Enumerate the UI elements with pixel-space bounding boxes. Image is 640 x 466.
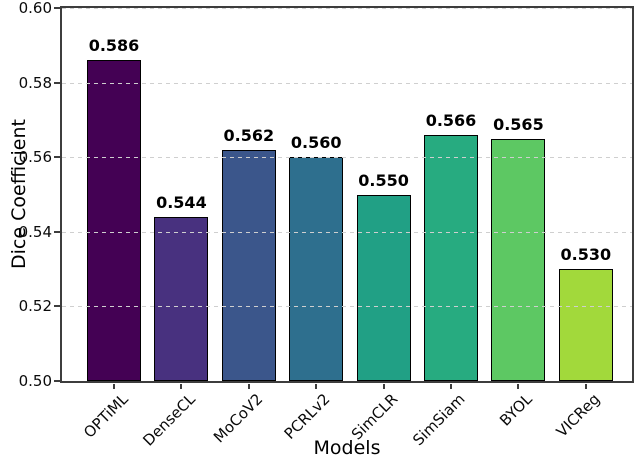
gridline	[62, 82, 632, 84]
x-tick-label: MoCoV2	[210, 390, 267, 447]
bar	[87, 60, 141, 381]
y-tick-label: 0.54	[18, 222, 52, 241]
bar	[289, 157, 344, 381]
y-tick	[54, 7, 60, 9]
bar	[356, 194, 411, 381]
x-tick-label: DenseCL	[139, 390, 200, 450]
bar	[491, 138, 546, 381]
y-tick	[54, 380, 60, 382]
x-tick	[247, 384, 250, 389]
x-tick-label: VICReg	[552, 390, 604, 441]
x-tick	[382, 384, 385, 389]
bar	[221, 149, 276, 381]
gridline	[62, 231, 632, 233]
bar-value-label: 0.562	[223, 125, 275, 145]
x-tick-label: SimCLR	[347, 390, 402, 444]
x-tick	[315, 384, 318, 389]
bar-value-label: 0.530	[560, 245, 612, 265]
gridline	[62, 8, 632, 9]
x-tick	[450, 384, 452, 389]
x-tick-label: OPTiML	[80, 390, 132, 442]
plot-area: 0.586 0.544 0.562 0.560 0.550 0.566 0.565 0.530	[60, 6, 634, 383]
bar-value-label: 0.550	[358, 170, 409, 190]
x-tick-label: PCRLv2	[281, 390, 334, 443]
bar	[558, 269, 613, 381]
bar-value-label: 0.566	[425, 110, 477, 130]
y-tick-label: 0.56	[18, 148, 52, 167]
y-tick	[54, 156, 60, 159]
x-tick	[113, 384, 115, 389]
y-tick-label: 0.50	[18, 372, 52, 390]
x-axis-title: Models	[313, 437, 381, 459]
y-tick-label: 0.60	[18, 0, 52, 17]
y-axis-title: Dice Coefficient	[8, 119, 30, 269]
bar	[424, 134, 478, 381]
x-tick	[584, 384, 587, 389]
gridline	[62, 157, 632, 159]
x-tick	[180, 384, 183, 389]
y-tick-label: 0.58	[18, 73, 52, 92]
y-tick	[54, 81, 60, 84]
x-tick-label: SimSiam	[409, 390, 469, 450]
gridline	[62, 306, 632, 308]
y-tick	[54, 230, 60, 233]
bar-value-label: 0.544	[156, 192, 207, 212]
bar-value-label: 0.560	[290, 133, 342, 153]
bar-value-label: 0.586	[88, 36, 140, 56]
y-tick-label: 0.52	[18, 297, 52, 316]
bar	[154, 216, 209, 381]
x-tick	[517, 384, 520, 389]
y-tick	[54, 305, 60, 308]
bar-value-label: 0.565	[493, 114, 544, 134]
x-tick-label: BYOL	[496, 390, 537, 430]
